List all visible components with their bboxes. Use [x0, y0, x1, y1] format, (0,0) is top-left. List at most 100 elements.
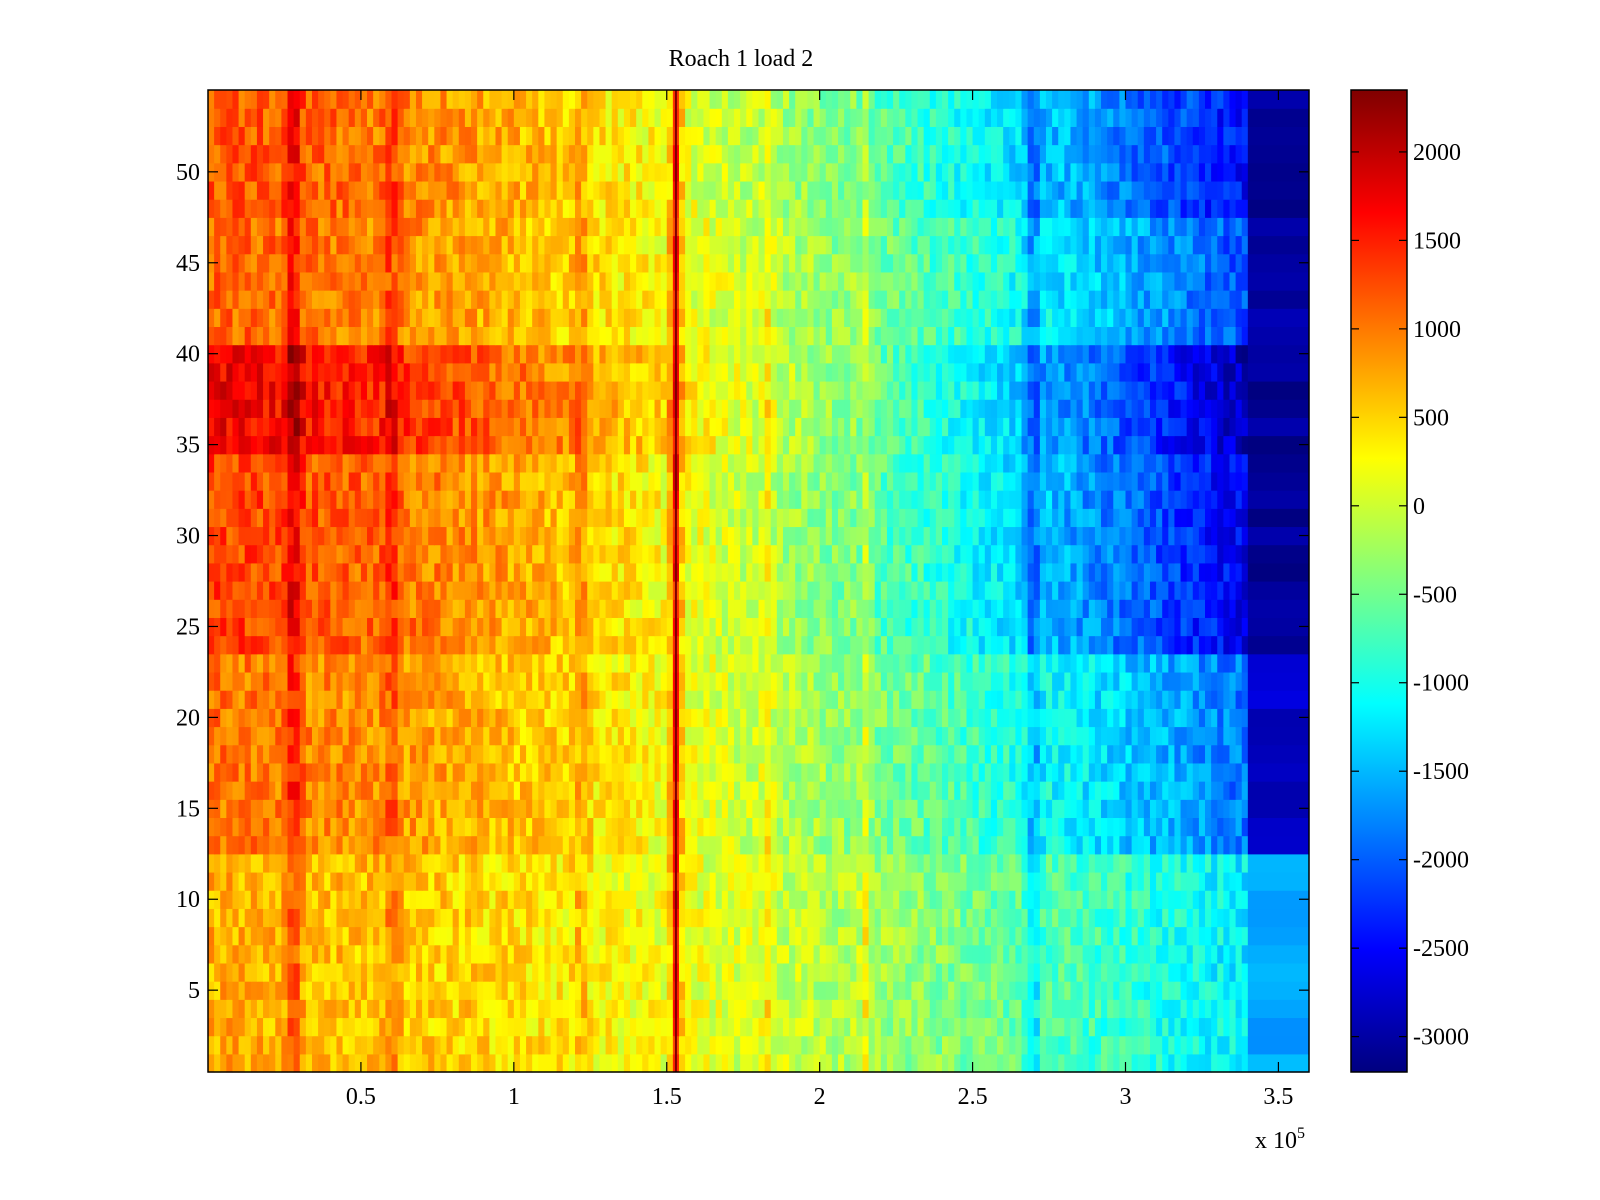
heatmap-cell: [513, 635, 521, 655]
heatmap-cell: [599, 926, 607, 946]
heatmap-cell: [275, 671, 282, 691]
heatmap-cell: [715, 599, 723, 618]
heatmap-cell: [428, 1053, 435, 1073]
heatmap-cell: [599, 744, 607, 764]
heatmap-cell: [342, 635, 350, 655]
heatmap-cell: [238, 799, 246, 819]
heatmap-cell: [507, 653, 515, 673]
heatmap-cell: [1143, 1053, 1151, 1073]
heatmap-cell: [422, 744, 429, 764]
heatmap-cell: [1070, 562, 1078, 582]
heatmap-cell: [813, 871, 821, 891]
heatmap-cell: [611, 671, 619, 691]
heatmap-cell: [428, 617, 435, 637]
heatmap-cell: [966, 581, 974, 600]
heatmap-cell: [562, 944, 570, 964]
heatmap-cell: [899, 617, 906, 637]
heatmap-cell: [226, 544, 234, 564]
heatmap-cell: [617, 981, 625, 1000]
heatmap-cell: [1101, 562, 1108, 582]
heatmap-cell: [886, 908, 894, 928]
heatmap-cell: [250, 1053, 258, 1073]
heatmap-cell: [1015, 871, 1023, 891]
heatmap-cell: [1107, 962, 1114, 982]
heatmap-cell: [978, 690, 986, 709]
heatmap-cell: [367, 562, 374, 582]
heatmap-cell: [1125, 599, 1133, 618]
heatmap-cell: [752, 581, 760, 600]
heatmap-cell: [844, 981, 851, 1000]
heatmap-cell: [617, 653, 625, 673]
heatmap-cell: [1076, 726, 1084, 746]
heatmap-cell: [1223, 671, 1231, 691]
heatmap-cell: [899, 671, 906, 691]
heatmap-cell: [1119, 890, 1127, 909]
heatmap-cell: [709, 944, 717, 964]
heatmap-cell: [795, 926, 802, 946]
heatmap-cell: [1217, 690, 1224, 709]
heatmap-cell: [1094, 871, 1102, 891]
heatmap-cell: [1033, 781, 1041, 800]
heatmap-cell: [1192, 544, 1200, 564]
heatmap-cell: [250, 799, 258, 819]
heatmap-cell: [250, 726, 258, 746]
heatmap-cell: [575, 835, 582, 855]
heatmap-cell: [1205, 781, 1212, 800]
heatmap-cell: [1198, 581, 1206, 600]
heatmap-cell: [501, 817, 509, 837]
heatmap-cell: [1113, 544, 1120, 564]
heatmap-cell: [1119, 817, 1127, 837]
heatmap-cell: [299, 890, 307, 909]
heatmap-cell: [1247, 781, 1309, 800]
heatmap-cell: [1143, 544, 1151, 564]
heatmap-cell: [776, 635, 784, 655]
heatmap-cell: [428, 1017, 435, 1037]
heatmap-cell: [984, 1017, 992, 1037]
heatmap-cell: [770, 762, 778, 782]
heatmap-cell: [391, 799, 399, 819]
heatmap-cell: [697, 726, 705, 746]
heatmap-cell: [293, 744, 301, 764]
heatmap-cell: [776, 817, 784, 837]
heatmap-cell: [770, 944, 778, 964]
heatmap-cell: [746, 744, 753, 764]
heatmap-cell: [550, 744, 558, 764]
heatmap-cell: [972, 926, 980, 946]
heatmap-cell: [464, 781, 472, 800]
heatmap-cell: [562, 926, 570, 946]
heatmap-cell: [1174, 926, 1182, 946]
heatmap-cell: [544, 853, 552, 873]
heatmap-cell: [990, 581, 998, 600]
heatmap-cell: [1186, 544, 1194, 564]
heatmap-cell: [844, 708, 851, 728]
heatmap-cell: [1027, 581, 1035, 600]
heatmap-cell: [1009, 562, 1016, 582]
heatmap-cell: [428, 762, 435, 782]
heatmap-cell: [1223, 1053, 1231, 1073]
heatmap-cell: [367, 581, 374, 600]
heatmap-cell: [550, 871, 558, 891]
heatmap-cell: [379, 544, 386, 564]
heatmap-cell: [599, 653, 607, 673]
heatmap-cell: [685, 835, 692, 855]
heatmap-cell: [483, 581, 490, 600]
heatmap-cell: [256, 708, 264, 728]
heatmap-cell: [623, 726, 631, 746]
heatmap-cell: [734, 799, 741, 819]
heatmap-cell: [244, 653, 252, 673]
heatmap-cell: [1107, 908, 1114, 928]
heatmap-cell: [1058, 999, 1065, 1019]
heatmap-cell: [452, 1035, 460, 1055]
heatmap-cell: [623, 981, 631, 1000]
heatmap-cell: [311, 1053, 319, 1073]
heatmap-cell: [886, 962, 894, 982]
heatmap-cell: [795, 617, 802, 637]
heatmap-cell: [1003, 708, 1010, 728]
heatmap-cell: [825, 871, 833, 891]
heatmap-cell: [238, 981, 246, 1000]
heatmap-cell: [1131, 908, 1139, 928]
heatmap-cell: [831, 599, 839, 618]
heatmap-cell: [422, 962, 429, 982]
heatmap-cell: [385, 853, 393, 873]
heatmap-cell: [244, 944, 252, 964]
